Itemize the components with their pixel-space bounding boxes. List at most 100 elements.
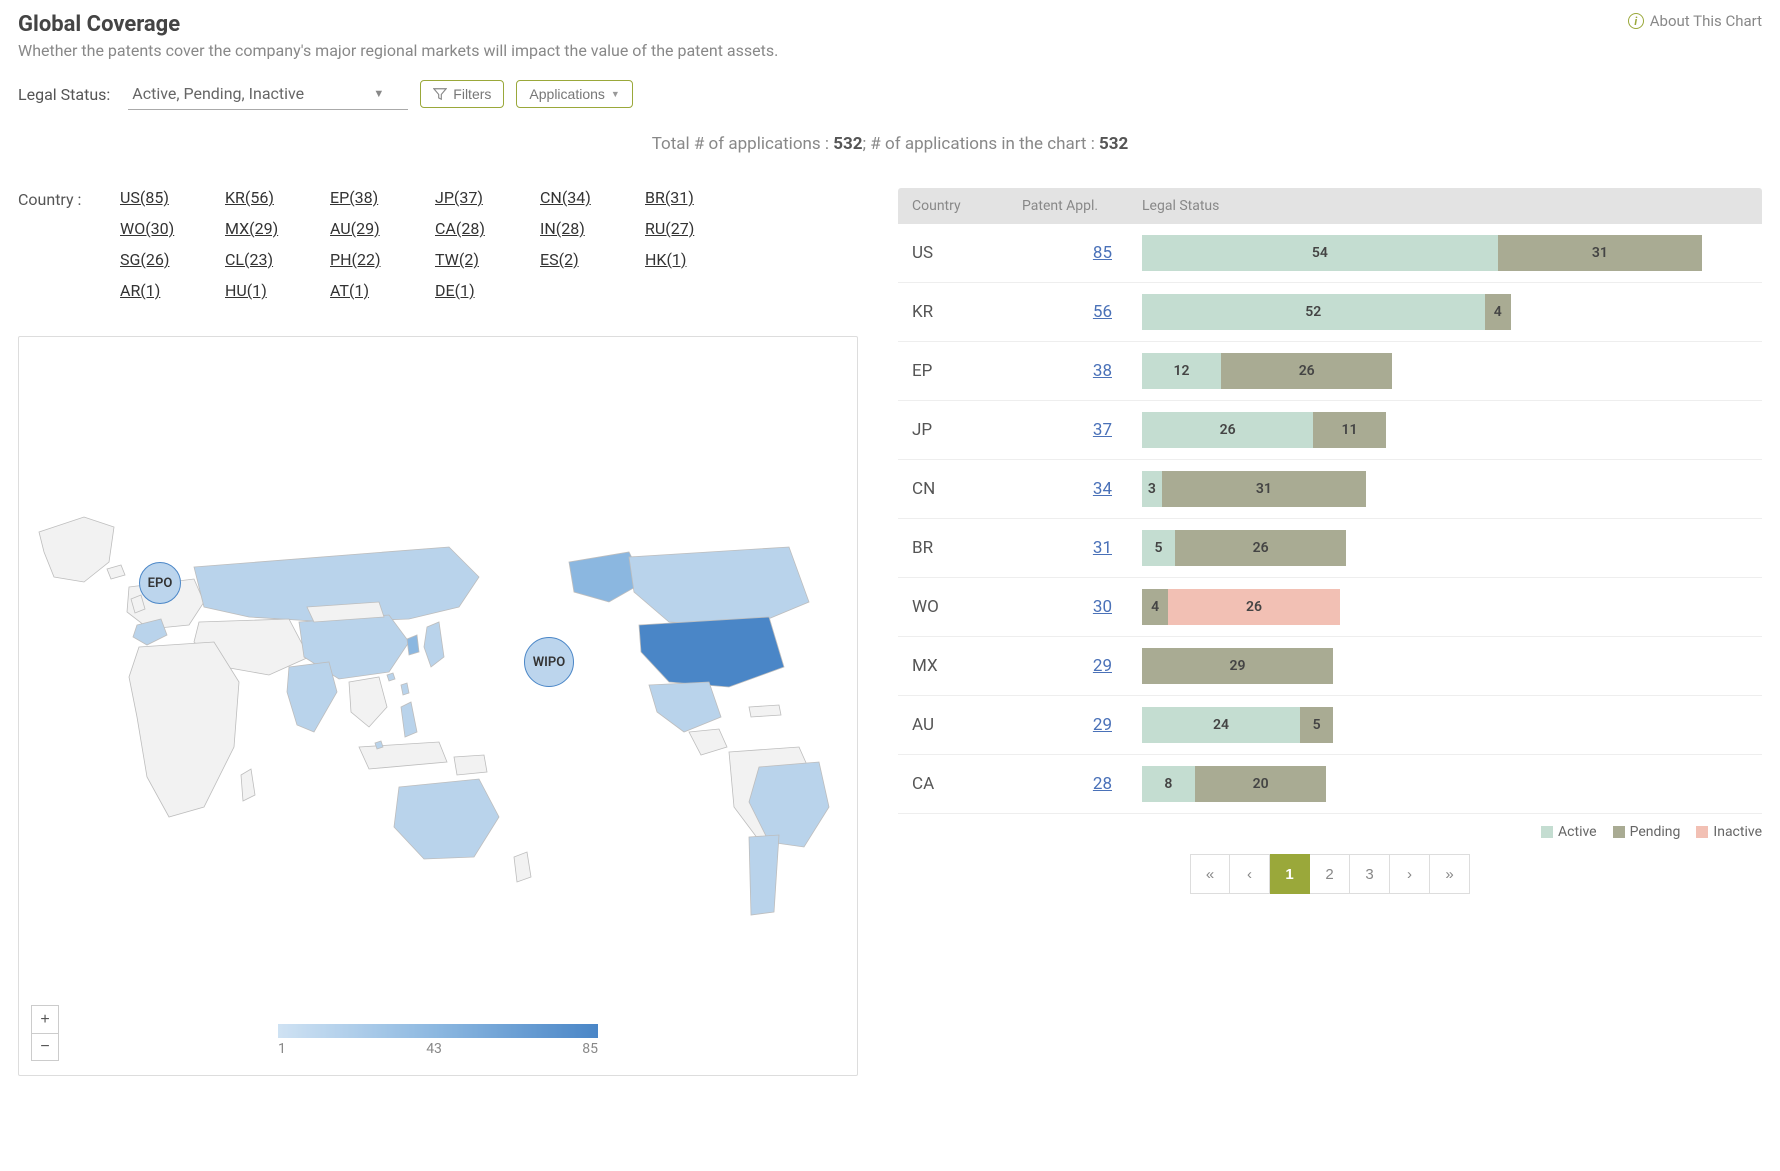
bar-segment-pending[interactable]: 26 bbox=[1175, 530, 1346, 566]
country-link-wo[interactable]: WO(30) bbox=[120, 219, 225, 238]
country-link-tw[interactable]: TW(2) bbox=[435, 250, 540, 269]
appl-link-br[interactable]: 31 bbox=[1093, 538, 1112, 558]
bar-segment-pending[interactable]: 5 bbox=[1300, 707, 1333, 743]
appl-link-jp[interactable]: 37 bbox=[1093, 420, 1112, 440]
map-region[interactable] bbox=[39, 517, 114, 582]
legend-item-active[interactable]: Active bbox=[1541, 824, 1597, 840]
country-link-cl[interactable]: CL(23) bbox=[225, 250, 330, 269]
pagination: «‹123›» bbox=[898, 854, 1762, 894]
appl-link-ca[interactable]: 28 bbox=[1093, 774, 1112, 794]
country-link-in[interactable]: IN(28) bbox=[540, 219, 645, 238]
map-badge-epo[interactable]: EPO bbox=[139, 562, 181, 604]
bar-segment-active[interactable]: 54 bbox=[1142, 235, 1498, 271]
appl-link-cn[interactable]: 34 bbox=[1093, 479, 1112, 499]
bar-segment-pending[interactable]: 26 bbox=[1221, 353, 1392, 389]
country-link-mx[interactable]: MX(29) bbox=[225, 219, 330, 238]
bar-segment-active[interactable]: 24 bbox=[1142, 707, 1300, 743]
country-link-at[interactable]: AT(1) bbox=[330, 281, 435, 300]
map-region[interactable] bbox=[689, 729, 727, 755]
country-link-ru[interactable]: RU(27) bbox=[645, 219, 750, 238]
bar-segment-active[interactable]: 8 bbox=[1142, 766, 1195, 802]
map-region[interactable] bbox=[454, 755, 487, 775]
map-region[interactable] bbox=[129, 642, 239, 817]
world-map[interactable]: EPOWIPO + − 1 43 85 bbox=[18, 336, 858, 1076]
map-region[interactable] bbox=[749, 835, 779, 915]
country-link-us[interactable]: US(85) bbox=[120, 188, 225, 207]
zoom-in-button[interactable]: + bbox=[31, 1005, 59, 1033]
bar-segment-pending[interactable]: 11 bbox=[1313, 412, 1385, 448]
map-region[interactable] bbox=[407, 635, 419, 655]
appl-link-au[interactable]: 29 bbox=[1093, 715, 1112, 735]
bar-segment-active[interactable]: 12 bbox=[1142, 353, 1221, 389]
bar-segment-active[interactable]: 26 bbox=[1142, 412, 1313, 448]
country-link-au[interactable]: AU(29) bbox=[330, 219, 435, 238]
map-region[interactable] bbox=[394, 779, 499, 859]
map-region[interactable] bbox=[629, 547, 809, 627]
th-appl: Patent Appl. bbox=[1022, 198, 1142, 214]
zoom-out-button[interactable]: − bbox=[31, 1033, 59, 1061]
filters-button[interactable]: Filters bbox=[420, 80, 504, 108]
page-button[interactable]: 3 bbox=[1350, 854, 1390, 894]
country-link-sg[interactable]: SG(26) bbox=[120, 250, 225, 269]
appl-link-wo[interactable]: 30 bbox=[1093, 597, 1112, 617]
map-region[interactable] bbox=[649, 682, 721, 732]
map-region[interactable] bbox=[401, 683, 409, 695]
country-link-jp[interactable]: JP(37) bbox=[435, 188, 540, 207]
map-region[interactable] bbox=[514, 852, 531, 882]
legend-item-inactive[interactable]: Inactive bbox=[1696, 824, 1762, 840]
bar-segment-pending[interactable]: 31 bbox=[1498, 235, 1702, 271]
page-button[interactable]: » bbox=[1430, 854, 1470, 894]
map-region[interactable] bbox=[287, 662, 337, 732]
bar-segment-active[interactable]: 52 bbox=[1142, 294, 1485, 330]
map-region[interactable] bbox=[749, 705, 781, 717]
appl-link-kr[interactable]: 56 bbox=[1093, 302, 1112, 322]
country-link-hk[interactable]: HK(1) bbox=[645, 250, 750, 269]
country-link-ph[interactable]: PH(22) bbox=[330, 250, 435, 269]
bar-segment-pending[interactable]: 20 bbox=[1195, 766, 1327, 802]
map-region[interactable] bbox=[349, 677, 387, 727]
map-legend-mid: 43 bbox=[426, 1041, 442, 1057]
page-button[interactable]: › bbox=[1390, 854, 1430, 894]
country-list-label: Country : bbox=[18, 188, 98, 300]
bar-segment-pending[interactable]: 31 bbox=[1162, 471, 1366, 507]
legal-status-select[interactable]: Active, Pending, Inactive ▼ bbox=[128, 78, 408, 110]
page-button[interactable]: 1 bbox=[1270, 854, 1310, 894]
country-link-es[interactable]: ES(2) bbox=[540, 250, 645, 269]
bar-segment-pending[interactable]: 4 bbox=[1485, 294, 1511, 330]
page-button[interactable]: ‹ bbox=[1230, 854, 1270, 894]
country-link-hu[interactable]: HU(1) bbox=[225, 281, 330, 300]
applications-button[interactable]: Applications ▼ bbox=[516, 80, 632, 108]
th-status: Legal Status bbox=[1142, 198, 1748, 214]
page-button[interactable]: 2 bbox=[1310, 854, 1350, 894]
country-link-ca[interactable]: CA(28) bbox=[435, 219, 540, 238]
map-region[interactable] bbox=[387, 673, 395, 681]
bar-segment-active[interactable]: 3 bbox=[1142, 471, 1162, 507]
td-country: CA bbox=[912, 774, 1022, 794]
appl-link-us[interactable]: 85 bbox=[1093, 243, 1112, 263]
country-link-br[interactable]: BR(31) bbox=[645, 188, 750, 207]
map-region[interactable] bbox=[375, 741, 383, 749]
map-badge-wipo[interactable]: WIPO bbox=[524, 637, 574, 687]
map-region[interactable] bbox=[424, 622, 444, 667]
bar-segment-pending[interactable]: 29 bbox=[1142, 648, 1333, 684]
bar-segment-active[interactable]: 5 bbox=[1142, 530, 1175, 566]
legend-item-pending[interactable]: Pending bbox=[1613, 824, 1681, 840]
map-region[interactable] bbox=[639, 617, 784, 687]
country-link-cn[interactable]: CN(34) bbox=[540, 188, 645, 207]
map-region[interactable] bbox=[359, 742, 447, 769]
country-link-ar[interactable]: AR(1) bbox=[120, 281, 225, 300]
about-chart-link[interactable]: i About This Chart bbox=[1628, 12, 1762, 30]
map-region[interactable] bbox=[241, 769, 255, 801]
map-region[interactable] bbox=[133, 619, 167, 645]
table-row: AU29245 bbox=[898, 696, 1762, 755]
bar-segment-inactive[interactable]: 26 bbox=[1168, 589, 1339, 625]
appl-link-mx[interactable]: 29 bbox=[1093, 656, 1112, 676]
map-region[interactable] bbox=[401, 702, 417, 737]
country-link-de[interactable]: DE(1) bbox=[435, 281, 540, 300]
country-link-ep[interactable]: EP(38) bbox=[330, 188, 435, 207]
country-link-kr[interactable]: KR(56) bbox=[225, 188, 330, 207]
appl-link-ep[interactable]: 38 bbox=[1093, 361, 1112, 381]
bar-segment-pending[interactable]: 4 bbox=[1142, 589, 1168, 625]
map-region[interactable] bbox=[107, 565, 125, 579]
page-button[interactable]: « bbox=[1190, 854, 1230, 894]
